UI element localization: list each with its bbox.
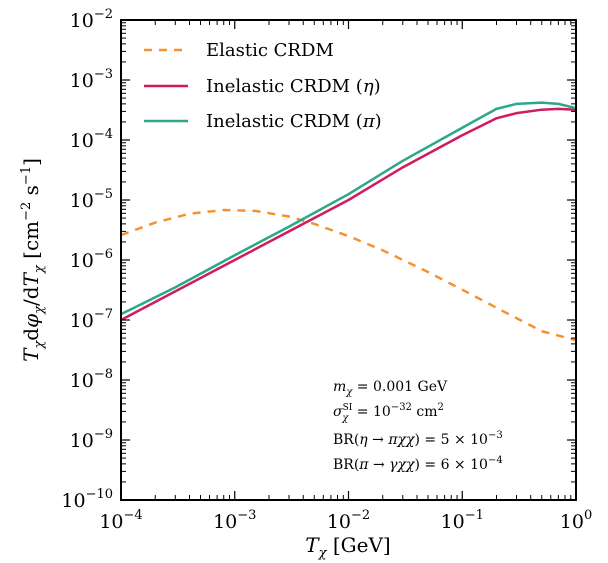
annotation-br-eta: BR(η → πχχ) = 5 × 10−3 <box>333 430 503 448</box>
series-layer <box>121 101 576 342</box>
y-tick-label: 10−5 <box>70 187 113 212</box>
legend-label-inelastic-pi: Inelastic CRDM (π) <box>206 111 382 132</box>
legend-label-inelastic-eta: Inelastic CRDM (η) <box>206 76 381 97</box>
y-tick-label: 10−10 <box>61 487 113 512</box>
annotation-br-pi: BR(π → γχχ) = 6 × 10−4 <box>333 455 503 473</box>
y-tick-label: 10−4 <box>70 127 113 152</box>
y-tick-label: 10−3 <box>70 67 113 92</box>
legend: Elastic CRDM Inelastic CRDM (η) Inelasti… <box>144 40 382 132</box>
series-line-2 <box>121 101 576 316</box>
y-tick-label: 10−2 <box>70 7 113 32</box>
annotation-mass: mχ = 0.001 GeV <box>333 379 448 398</box>
y-tick-label: 10−7 <box>70 307 113 332</box>
x-tick-label: 10−2 <box>327 508 370 533</box>
annotation-block: mχ = 0.001 GeV σSI χ = 10−32 cm2 BR(η → π… <box>333 379 503 473</box>
x-axis-label: Tχ [GeV] <box>305 533 390 561</box>
x-tick-label: 10−3 <box>213 508 256 533</box>
tick-labels: 10−4 10−3 10−2 10−1 100 10−10 10−9 10−8 10−7 10−6… <box>61 7 592 533</box>
x-tick-label: 100 <box>560 508 592 533</box>
legend-label-elastic: Elastic CRDM <box>206 40 334 61</box>
series-line-1 <box>121 107 576 322</box>
y-tick-label: 10−6 <box>70 247 113 272</box>
x-tick-label: 10−1 <box>441 508 484 533</box>
ticks-layer <box>120 20 576 501</box>
x-tick-label: 10−4 <box>99 508 142 533</box>
y-axis-label: Tχdφχ/dTχ [cm−2 s−1] <box>19 158 47 362</box>
series-line-0 <box>121 208 576 342</box>
y-tick-label: 10−9 <box>70 427 113 452</box>
y-tick-label: 10−8 <box>70 367 113 392</box>
annotation-cross-section: σSI χ = 10−32 cm2 <box>333 402 444 424</box>
